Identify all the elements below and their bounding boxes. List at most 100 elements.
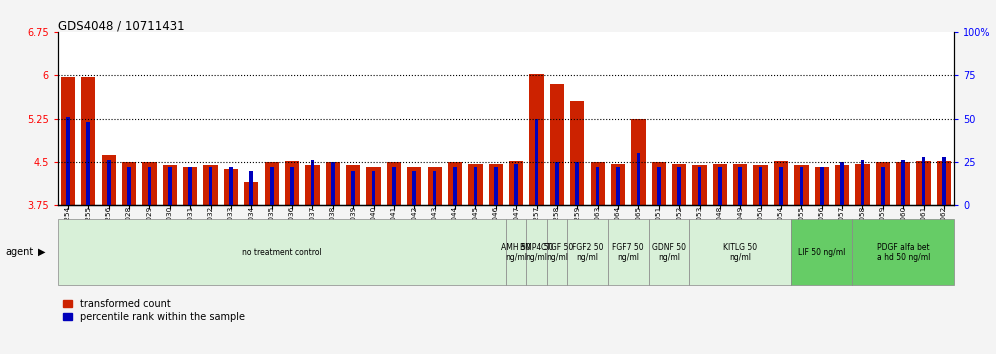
Bar bbox=[875, 162, 890, 205]
Text: GSM510052: GSM510052 bbox=[676, 205, 682, 250]
Text: GSM510057: GSM510057 bbox=[839, 205, 846, 250]
Bar bbox=[448, 162, 462, 205]
Text: GSM510032: GSM510032 bbox=[207, 205, 213, 250]
Bar bbox=[591, 162, 605, 205]
Bar bbox=[203, 165, 218, 205]
Text: GSM510048: GSM510048 bbox=[717, 205, 723, 250]
Bar bbox=[550, 84, 564, 205]
Text: GSM510047: GSM510047 bbox=[513, 205, 519, 250]
Bar bbox=[58, 219, 506, 285]
Bar bbox=[352, 171, 355, 205]
Bar bbox=[718, 167, 722, 205]
Bar bbox=[648, 219, 689, 285]
Bar bbox=[608, 219, 648, 285]
Text: GDS4048 / 10711431: GDS4048 / 10711431 bbox=[58, 19, 184, 32]
Bar bbox=[567, 219, 608, 285]
Bar bbox=[759, 167, 763, 205]
Text: GSM510036: GSM510036 bbox=[289, 205, 295, 250]
Bar bbox=[82, 77, 96, 205]
Bar bbox=[473, 167, 477, 205]
Bar bbox=[147, 167, 151, 205]
Bar bbox=[896, 162, 910, 205]
Text: GDNF 50
ng/ml: GDNF 50 ng/ml bbox=[652, 242, 686, 262]
Bar bbox=[290, 167, 294, 205]
Text: GSM510065: GSM510065 bbox=[635, 205, 641, 250]
Bar bbox=[162, 165, 177, 205]
Bar bbox=[901, 160, 905, 205]
Bar bbox=[677, 167, 681, 205]
Bar bbox=[853, 219, 954, 285]
Bar bbox=[672, 164, 686, 205]
Bar bbox=[921, 157, 925, 205]
Bar bbox=[183, 167, 197, 205]
Text: GSM510053: GSM510053 bbox=[696, 205, 702, 250]
Text: GSM510045: GSM510045 bbox=[472, 205, 478, 250]
Text: GSM509254: GSM509254 bbox=[65, 205, 71, 250]
Text: FGF7 50
ng/ml: FGF7 50 ng/ml bbox=[613, 242, 644, 262]
Bar bbox=[937, 161, 951, 205]
Bar bbox=[791, 219, 853, 285]
Bar bbox=[326, 162, 340, 205]
Bar bbox=[800, 167, 803, 205]
Text: ▶: ▶ bbox=[38, 247, 46, 257]
Text: GSM510064: GSM510064 bbox=[615, 205, 622, 250]
Bar bbox=[142, 162, 156, 205]
Bar bbox=[576, 162, 579, 205]
Bar bbox=[489, 164, 503, 205]
Bar bbox=[530, 74, 544, 205]
Bar bbox=[127, 167, 130, 205]
Bar bbox=[570, 101, 585, 205]
Text: GSM510043: GSM510043 bbox=[431, 205, 437, 250]
Text: GSM510041: GSM510041 bbox=[390, 205, 397, 250]
Bar bbox=[306, 165, 320, 205]
Text: GSM510037: GSM510037 bbox=[310, 205, 316, 250]
Text: GSM510031: GSM510031 bbox=[187, 205, 193, 250]
Bar bbox=[738, 167, 742, 205]
Text: GSM509258: GSM509258 bbox=[554, 205, 560, 250]
Text: GSM510042: GSM510042 bbox=[411, 205, 417, 250]
Bar bbox=[611, 164, 625, 205]
Bar bbox=[733, 164, 747, 205]
Text: GSM510028: GSM510028 bbox=[126, 205, 132, 250]
Text: LIF 50 ng/ml: LIF 50 ng/ml bbox=[798, 248, 846, 257]
Text: GSM510056: GSM510056 bbox=[819, 205, 825, 250]
Bar bbox=[697, 167, 701, 205]
Bar bbox=[386, 162, 401, 205]
Bar bbox=[657, 167, 660, 205]
Text: GSM510040: GSM510040 bbox=[371, 205, 376, 250]
Text: GSM510033: GSM510033 bbox=[228, 205, 234, 250]
Bar bbox=[942, 157, 946, 205]
Bar bbox=[270, 167, 274, 205]
Bar bbox=[249, 171, 253, 205]
Bar bbox=[596, 167, 600, 205]
Bar bbox=[367, 167, 380, 205]
Bar bbox=[555, 162, 559, 205]
Legend: transformed count, percentile rank within the sample: transformed count, percentile rank withi… bbox=[63, 299, 245, 321]
Bar bbox=[689, 219, 791, 285]
Bar bbox=[224, 169, 238, 205]
Bar bbox=[61, 77, 75, 205]
Text: GSM510034: GSM510034 bbox=[248, 205, 254, 250]
Text: GSM510051: GSM510051 bbox=[655, 205, 661, 250]
Bar bbox=[407, 167, 421, 205]
Bar bbox=[285, 161, 299, 205]
Text: CTGF 50
ng/ml: CTGF 50 ng/ml bbox=[541, 242, 573, 262]
Text: GSM509259: GSM509259 bbox=[575, 205, 581, 250]
Bar bbox=[881, 167, 884, 205]
Text: GSM509257: GSM509257 bbox=[534, 205, 540, 250]
Text: GSM510044: GSM510044 bbox=[452, 205, 458, 250]
Text: agent: agent bbox=[5, 247, 33, 257]
Text: GSM510055: GSM510055 bbox=[799, 205, 805, 250]
Bar bbox=[168, 167, 171, 205]
Bar bbox=[509, 161, 523, 205]
Text: GSM510060: GSM510060 bbox=[900, 205, 906, 250]
Bar bbox=[779, 167, 783, 205]
Bar bbox=[841, 162, 844, 205]
Bar bbox=[188, 167, 192, 205]
Bar bbox=[754, 165, 768, 205]
Text: GSM510061: GSM510061 bbox=[920, 205, 926, 250]
Bar bbox=[794, 165, 809, 205]
Bar bbox=[122, 162, 136, 205]
Bar bbox=[692, 165, 706, 205]
Bar bbox=[244, 182, 258, 205]
